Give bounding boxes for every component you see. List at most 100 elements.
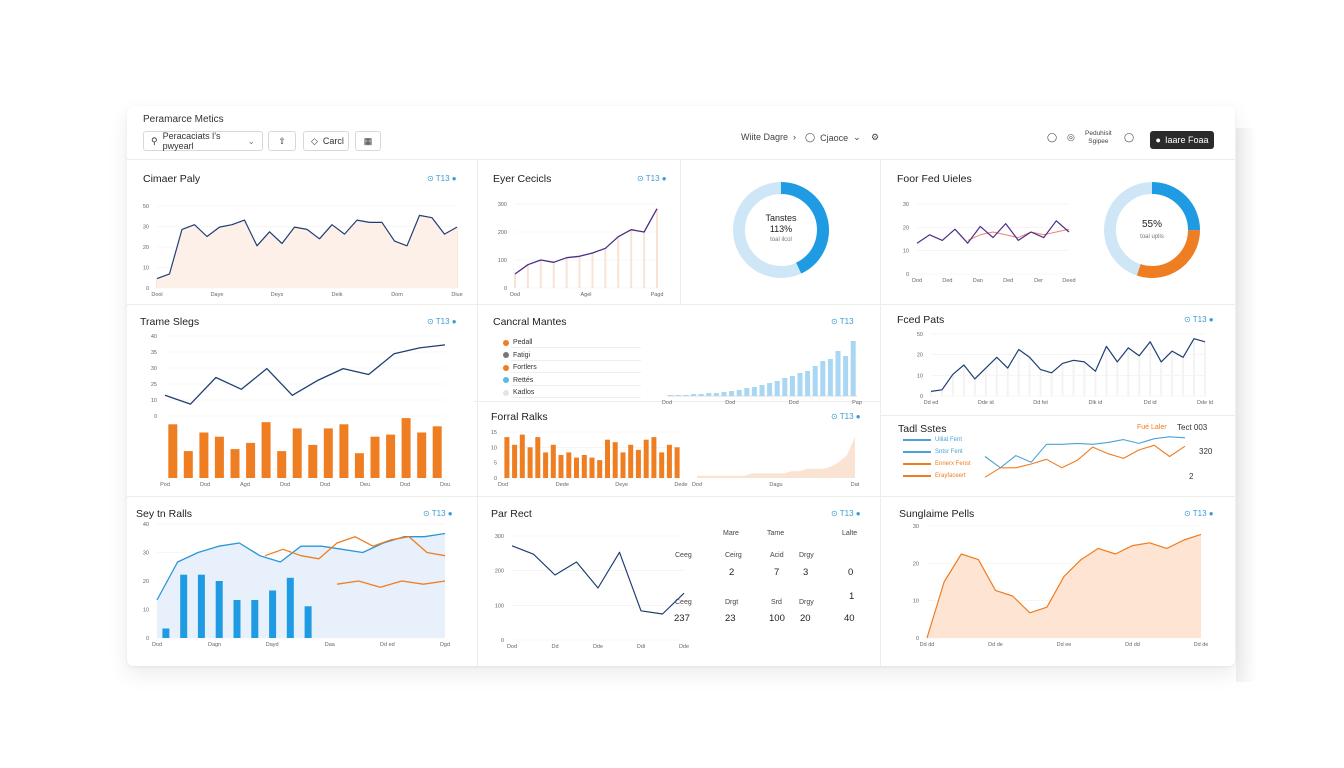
- bar: [744, 388, 750, 396]
- table-cell: 20: [800, 613, 811, 624]
- bar: [504, 437, 510, 478]
- view-selector[interactable]: Wiite Dagre ›: [741, 132, 796, 142]
- y-tick-label: 0: [504, 286, 507, 292]
- panel-controls[interactable]: ⊙ T13 ●: [1184, 509, 1214, 518]
- table-cell: 237: [674, 613, 690, 624]
- x-tick-label: Dod: [692, 482, 702, 488]
- bar: [797, 373, 803, 396]
- y-tick-label: 20: [143, 245, 149, 251]
- primary-action-button[interactable]: ● Iaare Foaa: [1150, 131, 1214, 149]
- legend-item: Ulilat Fent: [903, 437, 962, 443]
- panel-title: Sey tn Ralls: [136, 508, 193, 520]
- x-tick-label: Deye: [615, 482, 628, 488]
- x-tick-label: Agd: [240, 482, 250, 488]
- legend-swatch: [503, 364, 509, 371]
- x-tick-label: Dod: [912, 278, 922, 284]
- search-input[interactable]: ⚲ Peracaciats l’s pwyearl ⌄: [143, 131, 263, 151]
- y-tick-label: 0: [154, 414, 157, 420]
- y-tick-label: 100: [495, 603, 504, 609]
- col-divider: [880, 159, 881, 666]
- bar: [674, 447, 680, 478]
- bar: [835, 351, 841, 396]
- circle-icon: ●: [1155, 135, 1161, 145]
- settings-icon[interactable]: ⚙: [871, 132, 880, 142]
- legend-label: Kadlos: [513, 389, 535, 396]
- y-tick-label: 100: [498, 258, 507, 264]
- bar: [197, 574, 205, 638]
- series-line: [511, 545, 685, 615]
- legend-value: 320: [1199, 447, 1213, 456]
- panel-controls[interactable]: ⊙ T13 ●: [1184, 315, 1214, 324]
- x-tick-label: Dod: [510, 292, 520, 298]
- panel-controls[interactable]: ⊙ T13 ●: [423, 509, 453, 518]
- bar: [805, 371, 811, 396]
- panel-controls[interactable]: ⊙ T13 ●: [427, 174, 457, 183]
- y-tick-label: 35: [151, 350, 157, 356]
- bar: [789, 376, 795, 396]
- legend-swatch: [903, 475, 931, 477]
- cell-divider: [880, 415, 1235, 416]
- scope-selector[interactable]: ◯ Cjaoce ⌄: [805, 132, 861, 143]
- series-line: [967, 228, 1070, 241]
- x-tick-label: Dgd: [440, 642, 450, 648]
- chevron-right-icon: ›: [793, 132, 797, 142]
- series-line: [926, 533, 1202, 639]
- bar: [628, 444, 634, 478]
- bar: [620, 452, 626, 478]
- bar: [432, 426, 442, 478]
- panel-title: Sunglaime Pells: [899, 508, 975, 520]
- bar: [635, 449, 641, 478]
- x-tick-label: Deys: [271, 292, 284, 298]
- x-tick-label: Dod: [200, 482, 210, 488]
- panel-controls[interactable]: ⊙ T13 ●: [637, 174, 667, 183]
- y-tick-label: 0: [501, 638, 504, 644]
- panel-controls[interactable]: ⊙ T13 ●: [831, 509, 861, 518]
- bar: [659, 452, 665, 478]
- bar: [168, 424, 178, 478]
- bar: [729, 391, 735, 396]
- card-shadow: [1236, 128, 1258, 682]
- calendar-button[interactable]: ▦: [355, 131, 381, 151]
- legend-swatch: [503, 339, 509, 346]
- panel-title: Par Rect: [491, 508, 532, 520]
- bar: [612, 442, 618, 478]
- x-tick-label: Dd de: [988, 642, 1003, 648]
- x-tick-label: Dod: [662, 400, 672, 406]
- x-tick-label: Dd dd: [1125, 642, 1140, 648]
- help-icon[interactable]: ◎: [1067, 132, 1075, 142]
- area-fill: [157, 215, 457, 288]
- upload-button[interactable]: ⇧: [268, 131, 296, 151]
- bar: [850, 341, 856, 396]
- view-label: Wiite Dagre: [741, 132, 789, 142]
- filter-button[interactable]: ◇ Carcl: [303, 131, 349, 151]
- panel-controls[interactable]: ⊙ T13: [831, 317, 854, 326]
- x-tick-label: Dod: [320, 482, 330, 488]
- panel-title: Cimaer Paly: [143, 173, 201, 185]
- legend-divider: [511, 347, 641, 348]
- col-divider: [680, 159, 681, 304]
- bar: [566, 452, 572, 478]
- notification-icon[interactable]: ◯: [1047, 132, 1058, 142]
- x-tick-label: Dod: [789, 400, 799, 406]
- bar: [199, 432, 209, 478]
- panel-controls[interactable]: ⊙ T13 ●: [427, 317, 457, 326]
- panel-title: Eyer Cecicls: [493, 173, 552, 185]
- legend-divider: [511, 372, 641, 373]
- scope-label: Cjaoce: [820, 132, 849, 143]
- y-tick-label: 30: [143, 551, 149, 557]
- upload-icon: ⇧: [278, 135, 286, 146]
- panel-controls[interactable]: ⊙ T13 ●: [831, 412, 861, 421]
- x-tick-label: Dd fet: [1033, 400, 1048, 406]
- series-line: [264, 536, 446, 560]
- tag-icon: ◇: [311, 135, 318, 146]
- legend-item: Erayfaceert: [903, 473, 966, 479]
- x-tick-label: Dod: [152, 642, 162, 648]
- x-tick-label: Dod: [498, 482, 508, 488]
- avatar[interactable]: ◯: [1124, 132, 1135, 142]
- y-tick-label: 30: [913, 524, 919, 530]
- y-tick-label: 50: [917, 332, 923, 338]
- donut-label: 55% toal uplis: [1102, 219, 1202, 243]
- x-tick-label: Ded: [1003, 278, 1013, 284]
- x-tick-label: Dde ld: [1197, 400, 1213, 406]
- account-menu[interactable]: Peduhisit Sgipee: [1085, 130, 1112, 146]
